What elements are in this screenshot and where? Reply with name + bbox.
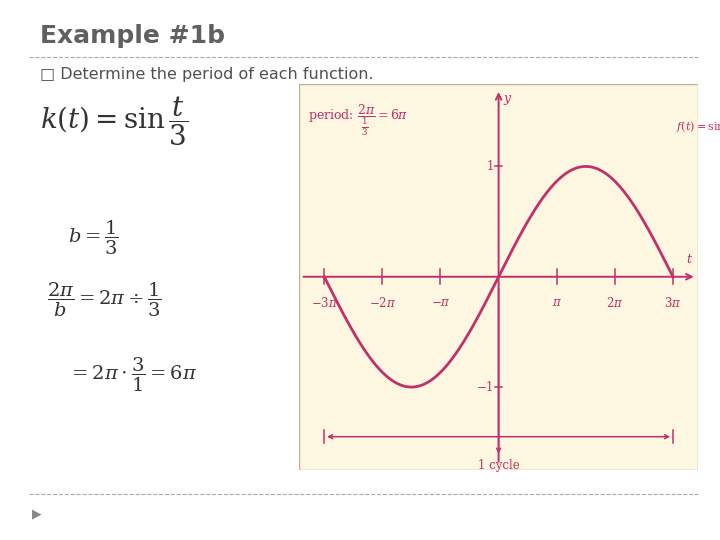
Text: $-2\pi$: $-2\pi$	[369, 295, 396, 309]
Text: $k(t) = \sin\dfrac{t}{3}$: $k(t) = \sin\dfrac{t}{3}$	[40, 94, 188, 148]
Text: □ Determine the period of each function.: □ Determine the period of each function.	[40, 68, 373, 83]
Text: $2\pi$: $2\pi$	[606, 295, 624, 309]
Text: $f(t) = \sin\dfrac{t}{3}$: $f(t) = \sin\dfrac{t}{3}$	[676, 116, 720, 139]
Text: $-1$: $-1$	[476, 380, 493, 394]
Text: $\dfrac{2\pi}{b} = 2\pi \div \dfrac{1}{3}$: $\dfrac{2\pi}{b} = 2\pi \div \dfrac{1}{3…	[47, 281, 161, 319]
Text: $-\pi$: $-\pi$	[431, 295, 450, 308]
Text: period: $\dfrac{2\pi}{\;\frac{1}{3}\;} = 6\pi$: period: $\dfrac{2\pi}{\;\frac{1}{3}\;} =…	[308, 103, 408, 138]
Text: $-3\pi$: $-3\pi$	[310, 295, 338, 309]
Text: 1 cycle: 1 cycle	[478, 459, 519, 472]
Text: $t$: $t$	[686, 253, 693, 266]
Text: $3\pi$: $3\pi$	[665, 295, 682, 309]
Text: Example #1b: Example #1b	[40, 24, 225, 48]
Text: $b = \dfrac{1}{3}$: $b = \dfrac{1}{3}$	[68, 219, 119, 257]
Text: ▶: ▶	[32, 508, 42, 521]
Text: $\pi$: $\pi$	[552, 295, 562, 308]
Text: $1$: $1$	[486, 159, 493, 173]
Text: $= 2\pi \cdot \dfrac{3}{1} = 6\pi$: $= 2\pi \cdot \dfrac{3}{1} = 6\pi$	[68, 356, 197, 395]
Text: $y$: $y$	[503, 92, 513, 106]
